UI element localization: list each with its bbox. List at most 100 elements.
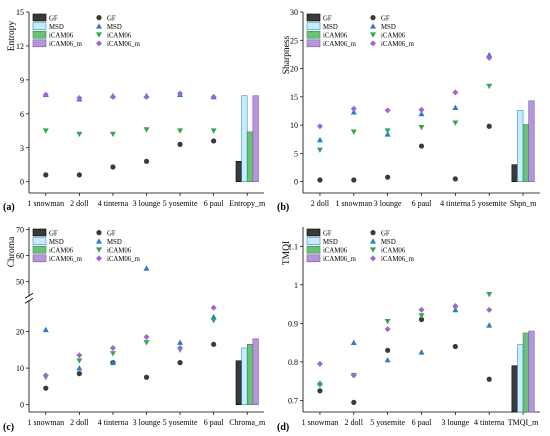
legend-label: iCAM06 [381, 248, 406, 255]
bar-gf [235, 360, 242, 405]
point-icam06_m [42, 91, 49, 98]
legend-bar-swatch [306, 13, 321, 22]
point-icam06 [486, 83, 493, 90]
x-tick-label: 3 lounge [374, 199, 402, 208]
legend-marker [96, 230, 102, 236]
point-gf [110, 164, 116, 170]
legend-bar-swatch [32, 39, 47, 48]
point-msd [210, 313, 217, 320]
panel-label: (c) [3, 422, 14, 433]
point-icam06_m [210, 304, 217, 311]
y-tick-label: 5 [294, 149, 298, 158]
x-tick-label: 4 tinterna [98, 199, 129, 208]
point-gf [43, 172, 49, 178]
point-msd [42, 326, 49, 333]
point-icam06 [177, 128, 184, 134]
legend-label: GF [107, 15, 116, 22]
legend-bar-swatch [306, 237, 321, 245]
point-icam06 [210, 318, 217, 324]
panel-label: (d) [277, 422, 289, 433]
legend-label: MSD [381, 239, 396, 246]
legend-bar-swatch [32, 254, 47, 263]
point-msd [418, 349, 425, 355]
y-tick-label: 60 [16, 251, 24, 260]
y-tick-label: 10 [290, 121, 298, 130]
legend-label: MSD [49, 239, 64, 246]
chart-panel-2: 0 5 10 15 20 25 30 Sharpness 2 doll 1 snowman 3 lo… [277, 8, 540, 213]
y-tick-label: 0 [294, 178, 298, 187]
point-gf [43, 385, 49, 391]
legend-marker [370, 40, 376, 47]
y-tick-label: 25 [290, 36, 298, 45]
point-icam06 [76, 131, 83, 138]
legend-label: GF [49, 230, 58, 237]
point-msd [486, 51, 493, 58]
legend-label: GF [49, 15, 58, 22]
axis-break-mark [24, 297, 34, 304]
y-tick-label: 10 [16, 364, 24, 373]
x-tick-label: 6 paul [412, 418, 433, 427]
point-gf [418, 316, 425, 323]
point-icam06_m [384, 107, 391, 114]
legend-label: iCAM06 [107, 248, 132, 255]
legend-bar-swatch [306, 228, 321, 237]
x-tick-label: Entropy_m [229, 199, 266, 208]
bar-gf [235, 161, 242, 182]
point-msd [486, 322, 493, 328]
point-icam06_m [350, 372, 357, 379]
point-msd [384, 131, 391, 137]
y-tick-label: 50 [16, 277, 24, 286]
point-gf [418, 143, 425, 149]
point-icam06 [316, 382, 323, 389]
bar-icam06 [522, 332, 529, 413]
bar-icam06_m [528, 330, 535, 413]
legend-bar-swatch [32, 228, 47, 237]
legend-marker [96, 23, 102, 29]
y-axis-label: Entropy [7, 20, 17, 51]
bar-gf [511, 365, 518, 413]
point-icam06 [143, 127, 150, 133]
point-gf [452, 176, 458, 182]
point-gf [351, 399, 357, 405]
bar-msd [517, 344, 524, 413]
legend-marker [370, 230, 376, 236]
x-tick-label: 3 lounge [133, 418, 161, 427]
legend-marker [370, 238, 376, 244]
point-gf [486, 123, 492, 129]
legend-label: GF [381, 230, 390, 237]
legend-label: iCAM06_m [49, 256, 83, 263]
bar-icam06 [246, 344, 254, 405]
point-msd [350, 339, 357, 346]
legend-label: iCAM06 [323, 33, 348, 40]
legend-label: iCAM06_m [107, 41, 141, 48]
legend-label: iCAM06_m [107, 256, 141, 263]
point-icam06_m [486, 54, 493, 61]
point-icam06 [109, 131, 116, 138]
bar-icam06_m [252, 95, 259, 182]
point-icam06_m [350, 105, 357, 112]
point-icam06_m [384, 326, 391, 333]
legend-marker [370, 255, 376, 262]
point-icam06_m [76, 94, 83, 101]
legend-label: MSD [323, 24, 338, 31]
legend-bar-swatch [306, 22, 321, 30]
legend-marker [370, 23, 376, 29]
legend-label: iCAM06_m [381, 41, 415, 48]
y-tick-label: 3 [20, 144, 24, 153]
point-icam06_m [418, 306, 425, 313]
point-icam06 [316, 147, 323, 154]
legend-label: iCAM06_m [323, 256, 357, 263]
point-icam06 [350, 129, 357, 135]
legend-marker [96, 40, 102, 47]
panel-label: (a) [3, 202, 15, 213]
legend-marker [370, 247, 376, 253]
legend-bar-swatch [306, 245, 321, 254]
legend-label: MSD [107, 24, 122, 31]
point-msd [177, 339, 184, 345]
legend-label: MSD [323, 239, 338, 246]
point-icam06 [76, 358, 83, 364]
